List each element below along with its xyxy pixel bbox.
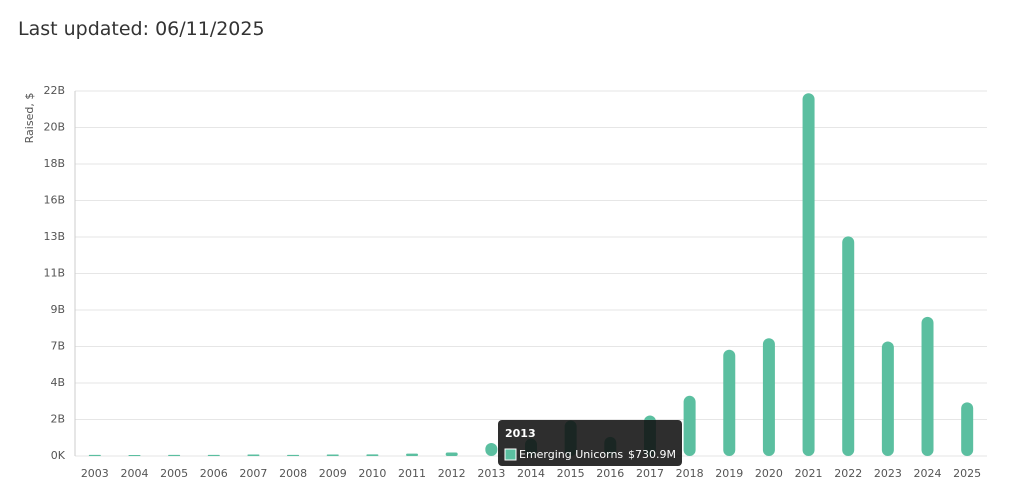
bar <box>366 454 379 456</box>
x-tick-label: 2006 <box>200 467 228 480</box>
bar <box>445 452 458 456</box>
x-tick-label: 2010 <box>358 467 386 480</box>
tooltip-title: 2013 <box>505 427 536 440</box>
x-tick-label: 2020 <box>755 467 783 480</box>
bar <box>485 442 498 456</box>
bar <box>168 454 181 456</box>
y-tick-label: 18B <box>43 157 65 170</box>
y-tick-label: 16B <box>43 194 65 207</box>
bar <box>881 341 894 456</box>
tooltip-value: $730.9M <box>628 448 676 461</box>
x-tick-label: 2007 <box>239 467 267 480</box>
bar <box>762 338 775 456</box>
x-tick-label: 2019 <box>715 467 743 480</box>
x-tick-label: 2016 <box>596 467 624 480</box>
x-tick-label: 2017 <box>636 467 664 480</box>
x-tick-label: 2011 <box>398 467 426 480</box>
x-tick-label: 2023 <box>874 467 902 480</box>
y-tick-label: 2B <box>50 413 65 426</box>
bar <box>802 93 815 456</box>
x-tick-label: 2025 <box>953 467 981 480</box>
x-tick-label: 2009 <box>319 467 347 480</box>
x-tick-label: 2015 <box>557 467 585 480</box>
bar <box>326 454 339 456</box>
bar <box>287 454 300 456</box>
bar <box>683 395 696 456</box>
bar <box>406 453 419 456</box>
last-updated: Last updated: 06/11/2025 <box>18 18 265 40</box>
x-tick-label: 2004 <box>120 467 148 480</box>
y-tick-label: 7B <box>50 340 65 353</box>
x-tick-label: 2018 <box>676 467 704 480</box>
x-tick-label: 2013 <box>477 467 505 480</box>
y-tick-label: 4B <box>50 376 65 389</box>
x-tick-label: 2022 <box>834 467 862 480</box>
x-tick-label: 2008 <box>279 467 307 480</box>
tooltip-series: Emerging Unicorns <box>519 448 623 461</box>
y-tick-label: 11B <box>43 267 65 280</box>
y-tick-label: 9B <box>50 303 65 316</box>
tooltip-swatch <box>504 448 517 461</box>
bar <box>207 454 220 456</box>
bar <box>128 455 141 456</box>
x-tick-label: 2024 <box>914 467 942 480</box>
bar <box>961 402 974 456</box>
x-tick-label: 2014 <box>517 467 545 480</box>
x-tick-label: 2021 <box>795 467 823 480</box>
tooltip: 2013 Emerging Unicorns $730.9M <box>498 420 682 466</box>
y-axis-label: Raised, $ <box>23 93 36 144</box>
bar <box>88 454 101 456</box>
bar <box>247 454 260 456</box>
bar <box>921 316 934 456</box>
y-tick-label: 20B <box>43 121 65 134</box>
x-tick-label: 2005 <box>160 467 188 480</box>
x-tick-label: 2003 <box>81 467 109 480</box>
y-tick-label: 0K <box>51 449 66 462</box>
bar <box>842 236 855 456</box>
tooltip-box <box>498 420 682 466</box>
y-tick-label: 22B <box>43 84 65 97</box>
x-tick-label: 2012 <box>438 467 466 480</box>
y-tick-label: 13B <box>43 230 65 243</box>
bar <box>723 349 736 456</box>
